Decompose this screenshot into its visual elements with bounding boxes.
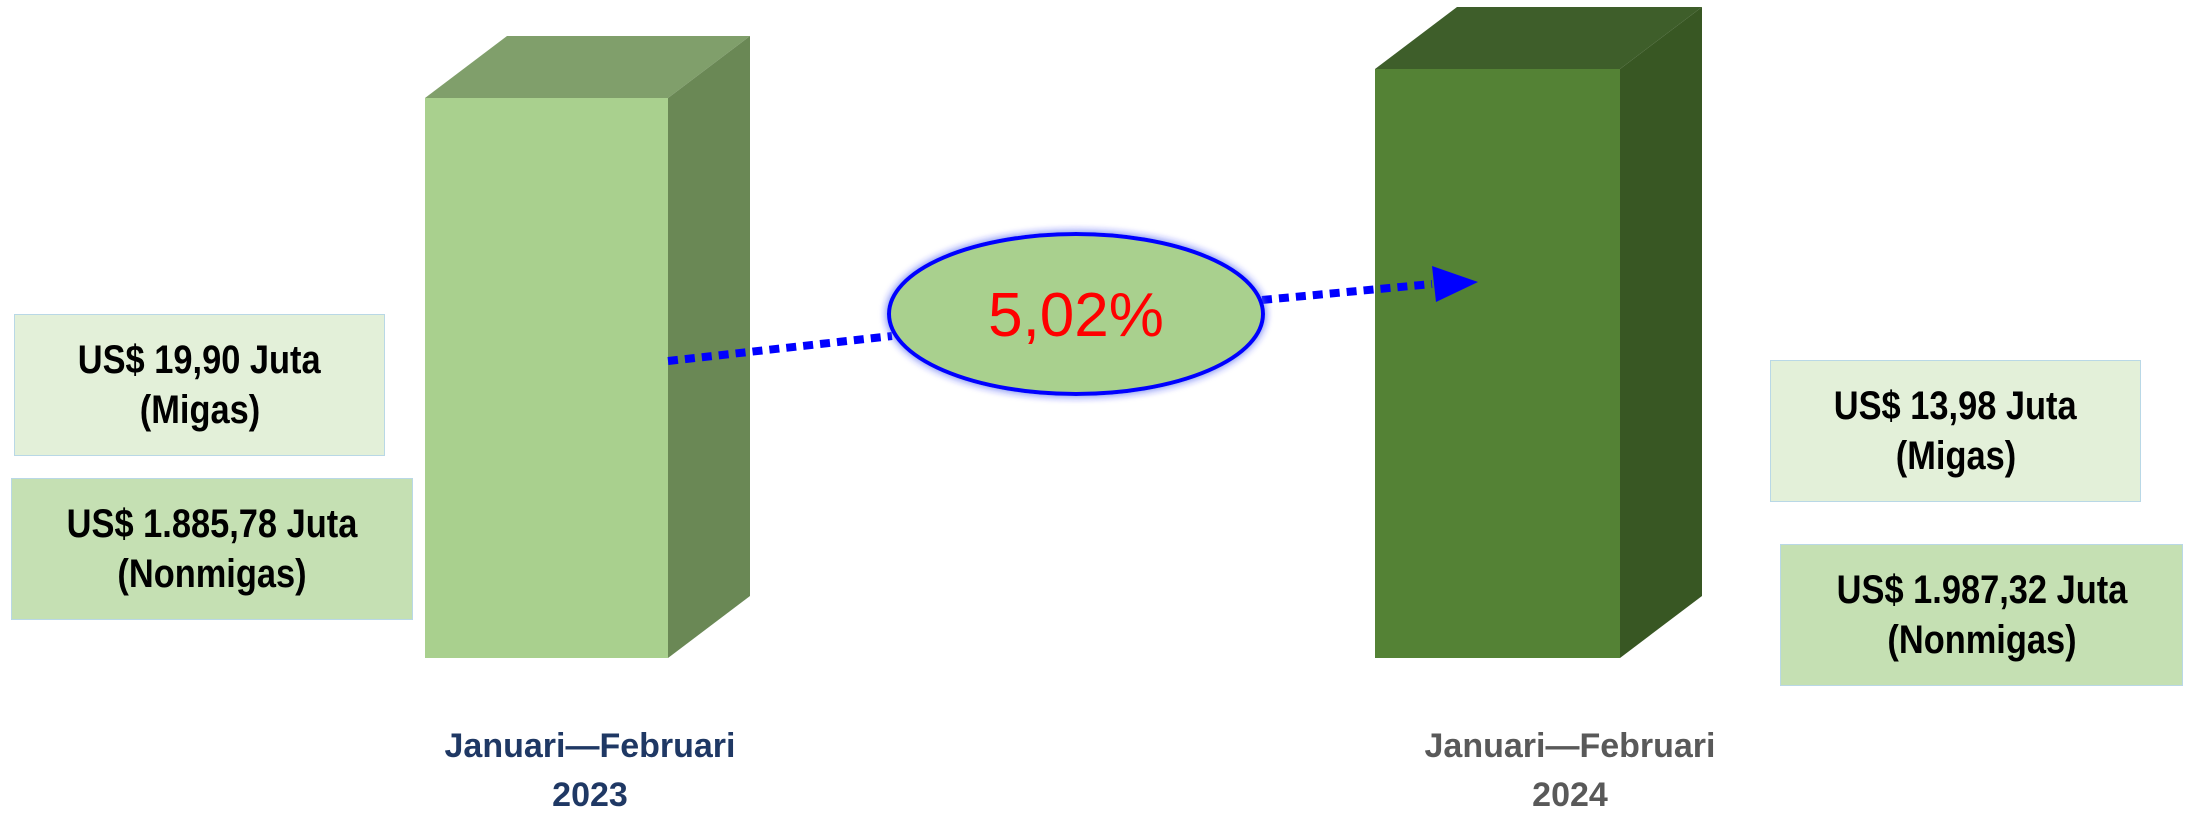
bar-2024	[1375, 7, 1702, 658]
nonmigas-label-2024: (Nonmigas)	[1886, 618, 2077, 662]
migas-value-box-2024: US$ 13,98 Juta (Migas)	[1770, 360, 2141, 502]
bar-2024-top-face	[1375, 7, 1702, 69]
period-label-2023-line2: 2023	[552, 776, 628, 815]
period-label-2024: Januari—Februari 2024	[1370, 722, 1770, 821]
change-ellipse	[887, 232, 1265, 396]
period-label-2024-line1: Januari—Februari	[1424, 727, 1716, 765]
migas-value-2023: US$ 19,90 Juta	[78, 338, 321, 382]
bar-2024-front-face	[1375, 69, 1620, 658]
migas-label-2024: (Migas)	[1895, 434, 2016, 478]
bar-2023-front-face	[425, 98, 668, 658]
period-label-2024-line2: 2024	[1532, 776, 1608, 815]
change-badge: 5,02%	[887, 232, 1265, 396]
bar-2023-side-face	[668, 36, 750, 658]
growth-arrow-line-left	[667, 332, 893, 365]
change-percentage-label: 5,02%	[988, 281, 1164, 350]
growth-arrow	[667, 266, 1478, 365]
bar-2024-side-face	[1620, 7, 1702, 658]
period-label-2023-line1: Januari—Februari	[444, 727, 736, 765]
growth-arrow-head	[1432, 266, 1478, 302]
period-label-2023: Januari—Februari 2023	[390, 722, 790, 821]
bar-2023	[425, 36, 750, 658]
nonmigas-label-2023: (Nonmigas)	[117, 552, 307, 596]
migas-value-2024: US$ 13,98 Juta	[1834, 384, 2077, 428]
nonmigas-value-box-2023: US$ 1.885,78 Juta (Nonmigas)	[11, 478, 413, 620]
nonmigas-value-box-2024: US$ 1.987,32 Juta (Nonmigas)	[1780, 544, 2183, 686]
bar-2023-top-face	[425, 36, 750, 98]
migas-value-box-2023: US$ 19,90 Juta (Migas)	[14, 314, 385, 456]
migas-label-2023: (Migas)	[139, 388, 260, 432]
nonmigas-value-2024: US$ 1.987,32 Juta	[1836, 568, 2127, 612]
nonmigas-value-2023: US$ 1.885,78 Juta	[66, 502, 358, 546]
growth-arrow-line-right	[1261, 280, 1433, 304]
